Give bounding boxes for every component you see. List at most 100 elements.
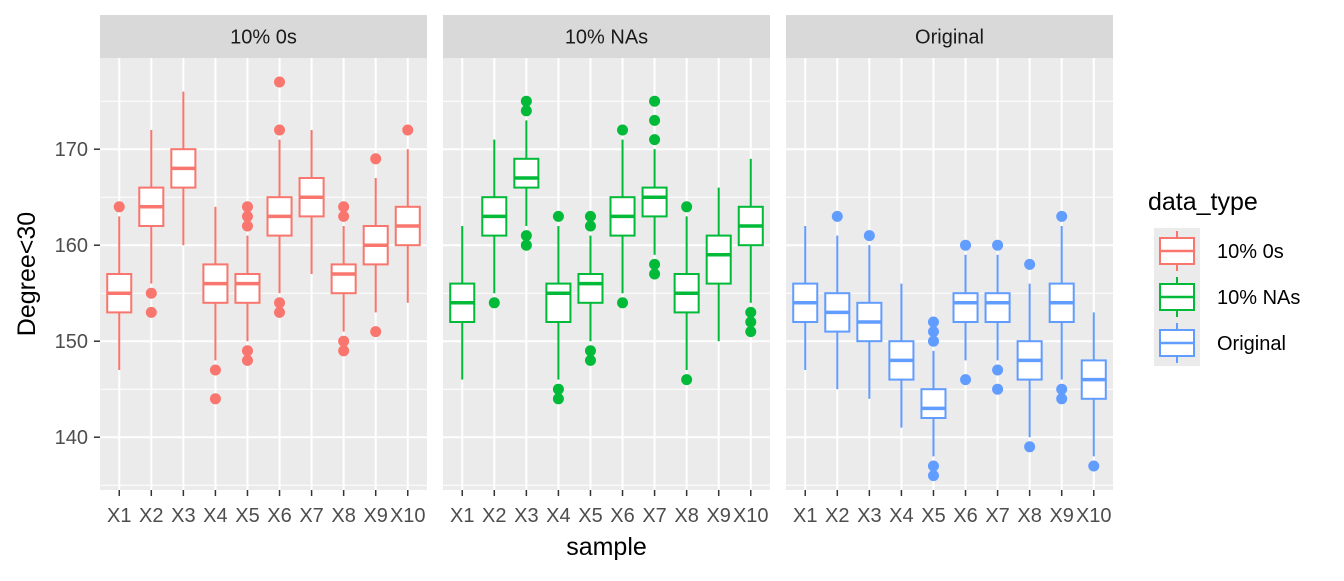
- box-X2: [824, 210, 851, 390]
- outlier-point: [1088, 460, 1100, 472]
- box-X4: [202, 206, 229, 405]
- box-iqr: [952, 292, 979, 324]
- x-tick-label: X1: [793, 505, 817, 527]
- x-tick-label: X10: [1076, 505, 1112, 527]
- outlier-point: [992, 239, 1004, 251]
- x-tick-label: X2: [482, 505, 506, 527]
- box-iqr: [513, 157, 540, 189]
- legend-entry: 10% 0s: [1154, 228, 1284, 274]
- outlier-point: [584, 354, 596, 366]
- legend-title: data_type: [1148, 188, 1258, 216]
- outlier-point: [241, 354, 253, 366]
- facet-panel-3: Original X1 X2 X3 X4 X5 X6 X7 X8 X9 X10: [786, 15, 1113, 527]
- outlier-point: [927, 335, 939, 347]
- x-tick-label: X1: [107, 505, 131, 527]
- x-tick-label: X8: [674, 505, 698, 527]
- x-tick-label: X8: [1017, 505, 1041, 527]
- box-X3: [170, 91, 197, 246]
- box-X2: [138, 130, 165, 318]
- box-X4: [888, 283, 915, 428]
- x-tick-label: X7: [985, 505, 1009, 527]
- x-tick-label: X9: [363, 505, 387, 527]
- outlier-point: [681, 374, 693, 386]
- box-iqr: [234, 273, 261, 304]
- x-tick-label: X6: [953, 505, 977, 527]
- x-tick-label: X3: [514, 505, 538, 527]
- x-tick-label: X3: [171, 505, 195, 527]
- outlier-point: [745, 306, 757, 318]
- outlier-point: [552, 383, 564, 395]
- box-X8: [330, 201, 357, 357]
- box-X6: [609, 124, 636, 309]
- x-tick-label: X7: [299, 505, 323, 527]
- outlier-point: [338, 201, 350, 213]
- outlier-point: [241, 345, 253, 357]
- x-tick-label: X2: [139, 505, 163, 527]
- box-X4: [545, 210, 572, 405]
- outlier-point: [520, 95, 532, 107]
- outlier-point: [241, 201, 253, 213]
- outlier-point: [338, 345, 350, 357]
- box-iqr: [641, 186, 668, 218]
- x-tick-label: X5: [235, 505, 259, 527]
- box-iqr: [577, 273, 604, 304]
- legend-label: 10% 0s: [1217, 241, 1284, 263]
- facet-panel-1: 10% 0s X1 X2 X3 X4 X5 X6 X7 X8 X9 X10: [100, 15, 427, 527]
- outlier-point: [113, 201, 125, 213]
- box-X2: [481, 139, 508, 309]
- box-X9: [362, 153, 389, 338]
- y-tick-label: 140: [55, 427, 88, 449]
- x-tick-label: X9: [706, 505, 730, 527]
- x-tick-label: X3: [857, 505, 881, 527]
- outlier-point: [338, 210, 350, 222]
- x-tick-label: X9: [1049, 505, 1073, 527]
- facet-strip: [443, 15, 770, 58]
- box-X7: [641, 95, 668, 280]
- outlier-point: [338, 335, 350, 347]
- box-X1: [449, 226, 476, 380]
- outlier-point: [1056, 210, 1068, 222]
- outlier-point: [209, 364, 221, 376]
- box-X10: [394, 124, 421, 303]
- outlier-point: [520, 239, 532, 251]
- outlier-point: [552, 210, 564, 222]
- outlier-point: [927, 470, 939, 482]
- box-X5: [920, 316, 947, 482]
- box-X3: [856, 230, 883, 399]
- outlier-point: [584, 220, 596, 232]
- x-tick-label: X2: [825, 505, 849, 527]
- y-axis-title: Degree<30: [13, 212, 41, 336]
- outlier-point: [552, 393, 564, 405]
- outlier-point: [649, 268, 661, 280]
- outlier-point: [370, 326, 382, 338]
- outlier-point: [520, 105, 532, 117]
- box-X1: [792, 226, 819, 370]
- box-X6: [952, 239, 979, 386]
- outlier-point: [831, 210, 843, 222]
- outlier-point: [1024, 258, 1036, 270]
- outlier-point: [681, 201, 693, 213]
- box-iqr: [984, 292, 1011, 324]
- outlier-point: [1056, 393, 1068, 405]
- facet-strip-label: 10% NAs: [565, 27, 648, 49]
- outlier-point: [274, 76, 286, 88]
- outlier-point: [584, 210, 596, 222]
- outlier-point: [649, 258, 661, 270]
- box-X7: [984, 239, 1011, 395]
- facet-strip: [786, 15, 1113, 58]
- box-iqr: [920, 388, 947, 420]
- box-X6: [266, 76, 293, 318]
- outlier-point: [370, 153, 382, 165]
- outlier-point: [274, 297, 286, 309]
- outlier-point: [649, 114, 661, 126]
- box-iqr: [545, 282, 572, 324]
- x-tick-label: X5: [921, 505, 945, 527]
- outlier-point: [274, 124, 286, 136]
- box-X8: [1016, 258, 1043, 453]
- outlier-point: [209, 393, 221, 405]
- x-axis-title: sample: [566, 533, 647, 561]
- legend-entry: 10% NAs: [1154, 274, 1300, 320]
- box-iqr: [330, 263, 357, 295]
- panel-background: [786, 58, 1113, 490]
